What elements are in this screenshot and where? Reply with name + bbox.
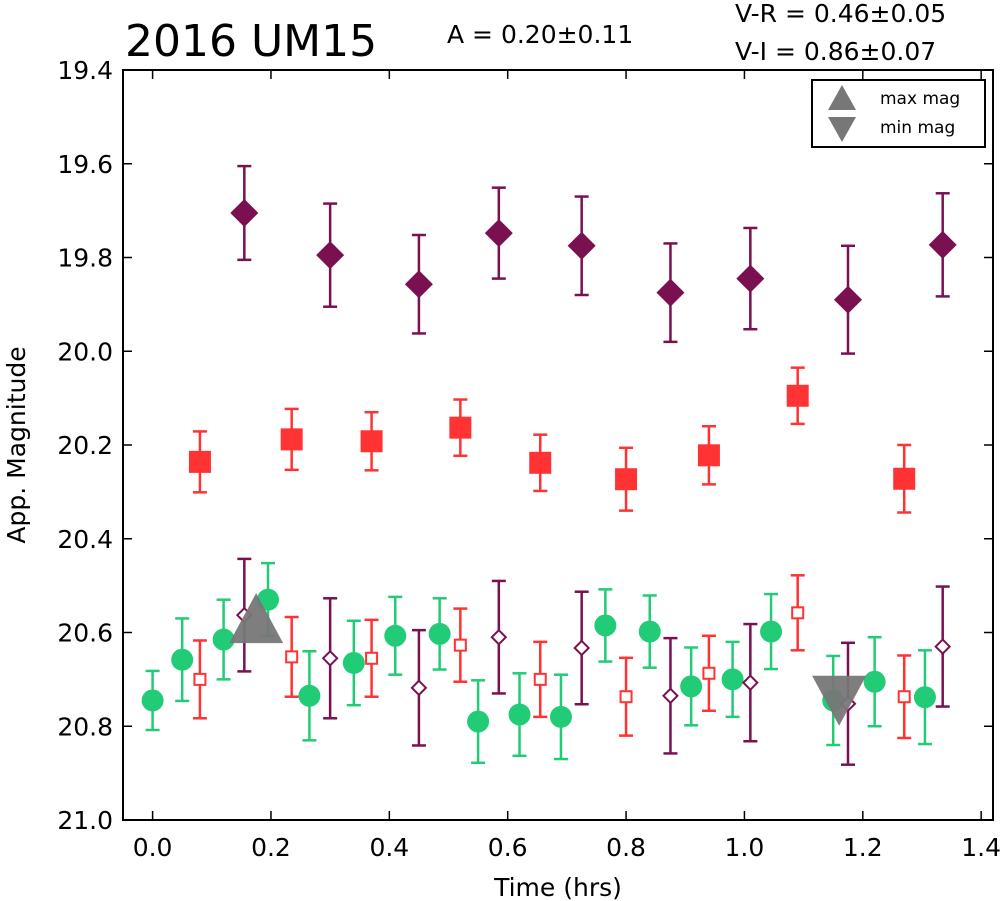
data-point <box>812 675 867 726</box>
x-tick-label: 1.4 <box>961 833 1000 862</box>
data-point <box>928 230 957 259</box>
data-point <box>188 450 211 473</box>
data-point <box>760 620 783 643</box>
legend-triangle-down-icon <box>828 117 856 142</box>
x-axis-label: Time (hrs) <box>493 873 622 901</box>
data-point <box>171 648 194 671</box>
data-point <box>490 628 508 646</box>
series-square-open <box>192 574 912 740</box>
data-point <box>360 430 383 453</box>
x-tick-label: 0.2 <box>251 833 291 862</box>
data-point <box>321 649 339 667</box>
legend-label-max: max mag <box>880 89 960 109</box>
data-point <box>467 710 490 733</box>
series-triangle-up <box>229 593 284 644</box>
data-point <box>141 689 164 712</box>
y-tick-label: 20.0 <box>57 337 113 366</box>
data-point <box>567 231 596 260</box>
data-point <box>638 620 661 643</box>
data-point <box>680 675 703 698</box>
y-tick-label: 19.8 <box>57 244 113 273</box>
data-point <box>913 686 936 709</box>
x-tick-label: 1.2 <box>843 833 883 862</box>
y-tick-label: 21.0 <box>57 806 113 835</box>
data-point <box>404 270 433 299</box>
data-point <box>384 624 407 647</box>
x-tick-label: 1.0 <box>725 833 765 862</box>
data-point <box>230 198 259 227</box>
data-point <box>410 679 428 697</box>
data-point <box>533 672 547 686</box>
data-point <box>594 614 617 637</box>
data-point <box>316 241 345 270</box>
data-point <box>280 428 303 451</box>
data-point <box>298 684 321 707</box>
amplitude-label: A = 0.20±0.11 <box>447 20 633 49</box>
data-point <box>619 690 633 704</box>
data-point <box>786 384 809 407</box>
legend-label-min: min mag <box>880 118 955 138</box>
data-point <box>342 651 365 674</box>
data-point <box>834 285 862 314</box>
data-point <box>791 606 805 620</box>
data-point <box>662 687 679 705</box>
data-point <box>573 639 591 657</box>
y-tick-label: 19.4 <box>57 56 113 85</box>
series-square-filled <box>188 366 916 514</box>
color-index-vr: V-R = 0.46±0.05 <box>735 0 946 28</box>
x-tick-label: 0.6 <box>488 833 528 862</box>
data-point <box>897 690 911 704</box>
data-point <box>741 674 759 692</box>
y-tick-label: 20.2 <box>57 431 113 460</box>
data-point <box>615 468 638 491</box>
series-triangle-down <box>812 675 867 726</box>
data-point <box>656 278 685 307</box>
data-point <box>736 264 765 293</box>
data-point <box>508 703 531 726</box>
y-tick-label: 20.6 <box>57 619 113 648</box>
data-point <box>934 638 952 655</box>
y-axis-label: App. Magnitude <box>2 346 31 543</box>
y-tick-label: 19.6 <box>57 150 113 179</box>
x-tick-label: 0.0 <box>133 833 173 862</box>
legend-triangle-up-icon <box>828 85 856 110</box>
x-tick-label: 0.4 <box>369 833 409 862</box>
series-circle-filled <box>141 561 936 765</box>
data-point <box>212 628 235 651</box>
data-point <box>697 444 720 467</box>
data-point <box>702 666 716 680</box>
tick-layer: 0.0 0.2 0.4 0.6 0.8 1.0 1.2 1.4 19.4 19.6 19.8 20.0… <box>57 56 1000 862</box>
legend: max mag min mag <box>811 79 986 148</box>
data-point <box>428 622 451 645</box>
data-point <box>285 650 299 664</box>
x-tick-label: 0.8 <box>606 833 646 862</box>
data-point <box>484 219 513 248</box>
data-point <box>549 705 572 728</box>
plot-frame <box>122 69 994 821</box>
data-point <box>365 651 379 665</box>
data-point <box>453 638 467 652</box>
chart-title: 2016 UM15 <box>125 16 377 67</box>
data-point <box>529 451 552 474</box>
data-point <box>893 467 916 490</box>
data-point <box>721 668 744 691</box>
data-layer <box>141 164 957 766</box>
data-point <box>229 593 284 644</box>
color-index-vi: V-I = 0.86±0.07 <box>735 37 936 66</box>
data-point <box>449 416 472 439</box>
data-point <box>863 670 886 693</box>
data-point <box>193 672 207 686</box>
y-tick-label: 20.4 <box>57 525 113 554</box>
y-tick-label: 20.8 <box>57 712 113 741</box>
series-diamond-filled <box>230 164 957 355</box>
